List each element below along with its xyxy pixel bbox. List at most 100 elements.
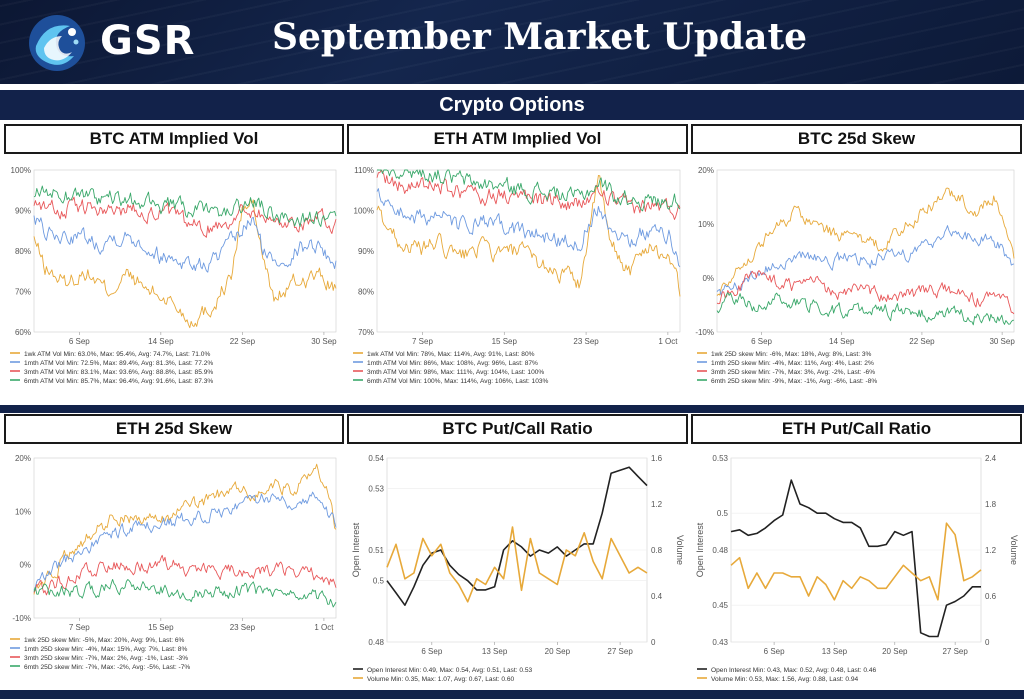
y2-tick-label: 0.6	[985, 592, 997, 601]
legend-entry: 1wk ATM Vol Min: 63.0%, Max: 95.4%, Avg:…	[24, 351, 210, 358]
y-tick-label: 90%	[358, 247, 374, 256]
chart-title: BTC 25d Skew	[691, 124, 1022, 154]
y2-tick-label: 0.8	[651, 546, 663, 555]
row-divider	[0, 405, 1024, 413]
plot-area	[716, 169, 1015, 333]
series-line-6mth-25d-skew	[33, 578, 337, 608]
y-tick-label: 0.51	[368, 546, 384, 555]
y-tick-label: 0.43	[712, 638, 728, 647]
chart-title: ETH Put/Call Ratio	[691, 414, 1022, 444]
legend-entry: 1mth 25D skew Min: -4%, Max: 11%, Avg: 4…	[711, 360, 874, 367]
gsr-logo-icon	[29, 15, 85, 71]
x-tick-label: 30 Sep	[989, 337, 1015, 346]
y2-tick-label: 0	[651, 638, 656, 647]
y-tick-label: 80%	[15, 247, 31, 256]
legend-entry: 6mth ATM Vol Min: 100%, Max: 114%, Avg: …	[367, 378, 549, 385]
legend-entry: 3mth ATM Vol Min: 83.1%, Max: 93.6%, Avg…	[24, 369, 213, 376]
y-tick-label: 0.48	[712, 546, 728, 555]
legend-entry: 1wk ATM Vol Min: 78%, Max: 114%, Avg: 91…	[367, 351, 535, 358]
legend-entry: Open Interest Min: 0.43, Max: 0.52, Avg:…	[711, 667, 877, 674]
series-line-6mth-atm-vol	[377, 169, 681, 212]
y-tick-label: 0.48	[368, 638, 384, 647]
x-tick-label: 20 Sep	[882, 647, 908, 656]
series-line-3mth-25d-skew	[33, 554, 337, 596]
legend-entry: 1mth 25D skew Min: -4%, Max: 15%, Avg: 7…	[24, 646, 187, 653]
footer-strip	[0, 690, 1024, 699]
legend-entry: 6mth 25D skew Min: -9%, Max: -1%, Avg: -…	[711, 378, 877, 385]
y-tick-label: 0%	[702, 274, 714, 283]
series-line-volume	[730, 522, 982, 601]
y-tick-label: 90%	[15, 207, 31, 216]
panel-btc-atm-vol: BTC ATM Implied Vol 100% 90% 80% 70% 60% 6 Se…	[4, 124, 344, 404]
x-tick-label: 6 Sep	[69, 337, 90, 346]
series-line-1wk-25d-skew	[716, 187, 1015, 297]
x-tick-label: 6 Sep	[421, 647, 442, 656]
series-line-1mth-atm-vol	[33, 215, 337, 273]
y-tick-label: 0.5	[373, 577, 385, 586]
x-tick-label: 13 Sep	[822, 647, 848, 656]
x-tick-label: 23 Sep	[573, 337, 599, 346]
series-line-1mth-25d-skew	[716, 225, 1015, 296]
y-tick-label: 110%	[354, 166, 374, 175]
chart-btc-atm-vol: 100% 90% 80% 70% 60% 6 Sep 14 Sep 22 Sep 30 Sep 1…	[10, 166, 337, 385]
y-tick-label: 70%	[15, 288, 31, 297]
x-tick-label: 6 Sep	[751, 337, 772, 346]
panel-btc-putcall: BTC Put/Call Ratio 0.54 0.53 0.51 0.5 0.48 1.…	[347, 414, 688, 690]
y-tick-label: 20%	[15, 454, 31, 463]
chart-eth-skew: 20% 10% 0% -10% 7 Sep 15 Sep 23 Sep 1 Oct 1wk 25…	[10, 454, 337, 671]
y-tick-label: 0.5	[717, 509, 729, 518]
y-tick-label: 0.45	[712, 601, 728, 610]
page-title: September Market Update	[272, 16, 808, 58]
chart-title: BTC ATM Implied Vol	[4, 124, 344, 154]
y2-axis-label: Volume	[1009, 535, 1019, 565]
y-tick-label: -10%	[12, 614, 31, 623]
x-tick-label: 20 Sep	[545, 647, 571, 656]
plot-area	[376, 169, 681, 333]
header-texture	[0, 0, 1024, 84]
series-line-open-interest	[386, 466, 648, 606]
x-tick-label: 1 Oct	[314, 623, 334, 632]
logo-text: GSR	[100, 18, 196, 64]
x-tick-label: 14 Sep	[148, 337, 174, 346]
legend-entry: Volume Min: 0.53, Max: 1.56, Avg: 0.88, …	[711, 676, 859, 683]
chart-title: ETH ATM Implied Vol	[347, 124, 688, 154]
chart-eth-atm-vol: 110% 100% 90% 80% 70% 7 Sep 15 Sep 23 Sep 1 Oct 1…	[353, 166, 681, 385]
plot-area	[33, 457, 337, 619]
legend-entry: 3mth 25D skew Min: -7%, Max: 3%, Avg: -2…	[711, 369, 875, 376]
y-tick-label: 100%	[354, 207, 374, 216]
y2-tick-label: 1.2	[985, 546, 997, 555]
series-line-1mth-25d-skew	[33, 491, 337, 591]
x-tick-label: 7 Sep	[412, 337, 433, 346]
x-tick-label: 15 Sep	[492, 337, 518, 346]
x-tick-label: 7 Sep	[69, 623, 90, 632]
legend-entry: 3mth 25D skew Min: -7%, Max: 2%, Avg: -1…	[24, 655, 188, 662]
y2-tick-label: 1.2	[651, 500, 663, 509]
plot-area	[33, 169, 337, 333]
y2-axis-label: Volume	[675, 535, 685, 565]
chart-title: ETH 25d Skew	[4, 414, 344, 444]
chart-btc-putcall: 0.54 0.53 0.51 0.5 0.48 1.6 1.2 0.8 0.4 0 Open Int…	[351, 454, 685, 683]
y2-tick-label: 2.4	[985, 454, 997, 463]
header-banner: GSR September Market Update	[0, 0, 1024, 84]
series-line-1wk-atm-vol	[376, 174, 681, 297]
y-tick-label: 0.54	[368, 454, 384, 463]
y-tick-label: 10%	[15, 507, 31, 516]
x-tick-label: 27 Sep	[607, 647, 633, 656]
y-tick-label: 0.53	[368, 485, 384, 494]
series-line-6mth-25d-skew	[716, 292, 1015, 326]
legend-entry: 1mth ATM Vol Min: 72.5%, Max: 89.4%, Avg…	[24, 360, 213, 367]
y2-tick-label: 1.8	[985, 500, 997, 509]
legend-entry: 1wk 25D skew Min: -6%, Max: 18%, Avg: 8%…	[711, 351, 872, 358]
chart-title: BTC Put/Call Ratio	[347, 414, 688, 444]
legend-entry: 1wk 25D skew Min: -5%, Max: 20%, Avg: 9%…	[24, 637, 185, 644]
legend-entry: 6mth ATM Vol Min: 85.7%, Max: 96.4%, Avg…	[24, 378, 213, 385]
legend-entry: 3mth ATM Vol Min: 98%, Max: 111%, Avg: 1…	[367, 369, 544, 376]
y2-tick-label: 1.6	[651, 454, 663, 463]
panel-eth-skew: ETH 25d Skew 20% 10% 0% -10% 7 Sep 15 Sep 23 S…	[4, 414, 344, 690]
x-tick-label: 13 Sep	[482, 647, 508, 656]
series-line-1wk-atm-vol	[33, 197, 337, 329]
y2-tick-label: 0.4	[651, 592, 663, 601]
y2-tick-label: 0	[985, 638, 990, 647]
series-line-1wk-25d-skew	[33, 463, 337, 595]
panel-eth-atm-vol: ETH ATM Implied Vol 110% 100% 90% 80% 70% 7 S…	[347, 124, 688, 404]
